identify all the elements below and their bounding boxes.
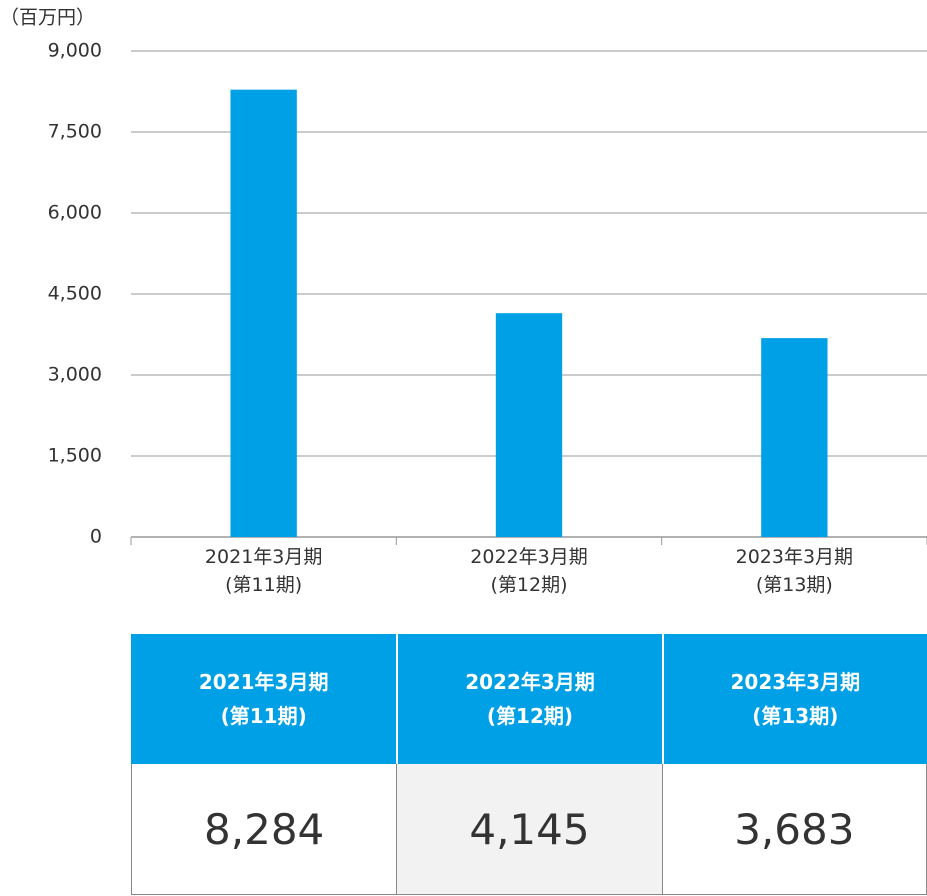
- bar: [761, 338, 828, 537]
- y-tick-label: 3,000: [48, 364, 102, 386]
- x-tick-label: 2023年3月期 (第13期): [735, 546, 854, 596]
- y-tick-label: 7,500: [48, 121, 102, 143]
- y-axis-label: （百万円）: [0, 7, 95, 29]
- chart: （百万円） 0 1,500 3,000 4,500 6,000 7,500 9,000: [0, 7, 927, 548]
- bar: [230, 89, 297, 537]
- bar: [495, 313, 563, 537]
- x-tick-label: 2021年3月期 (第11期): [204, 546, 323, 596]
- table-header-cell: 2022年3月期 (第12期): [396, 634, 662, 764]
- y-tick-label: 6,000: [48, 202, 102, 224]
- table-value-cell: 4,145: [396, 764, 662, 895]
- y-tick-label: 1,500: [48, 445, 102, 467]
- table-value-cell: 8,284: [131, 764, 397, 895]
- y-tick-label: 0: [90, 526, 102, 548]
- x-tick-label: 2022年3月期 (第12期): [470, 546, 588, 596]
- table-header-cell: 2021年3月期 (第11期): [131, 634, 397, 764]
- table-header-cell: 2023年3月期 (第13期): [661, 634, 927, 764]
- y-tick-label: 9,000: [48, 40, 102, 62]
- table-value-cell: 3,683: [661, 764, 927, 895]
- y-tick-label: 4,500: [48, 283, 102, 305]
